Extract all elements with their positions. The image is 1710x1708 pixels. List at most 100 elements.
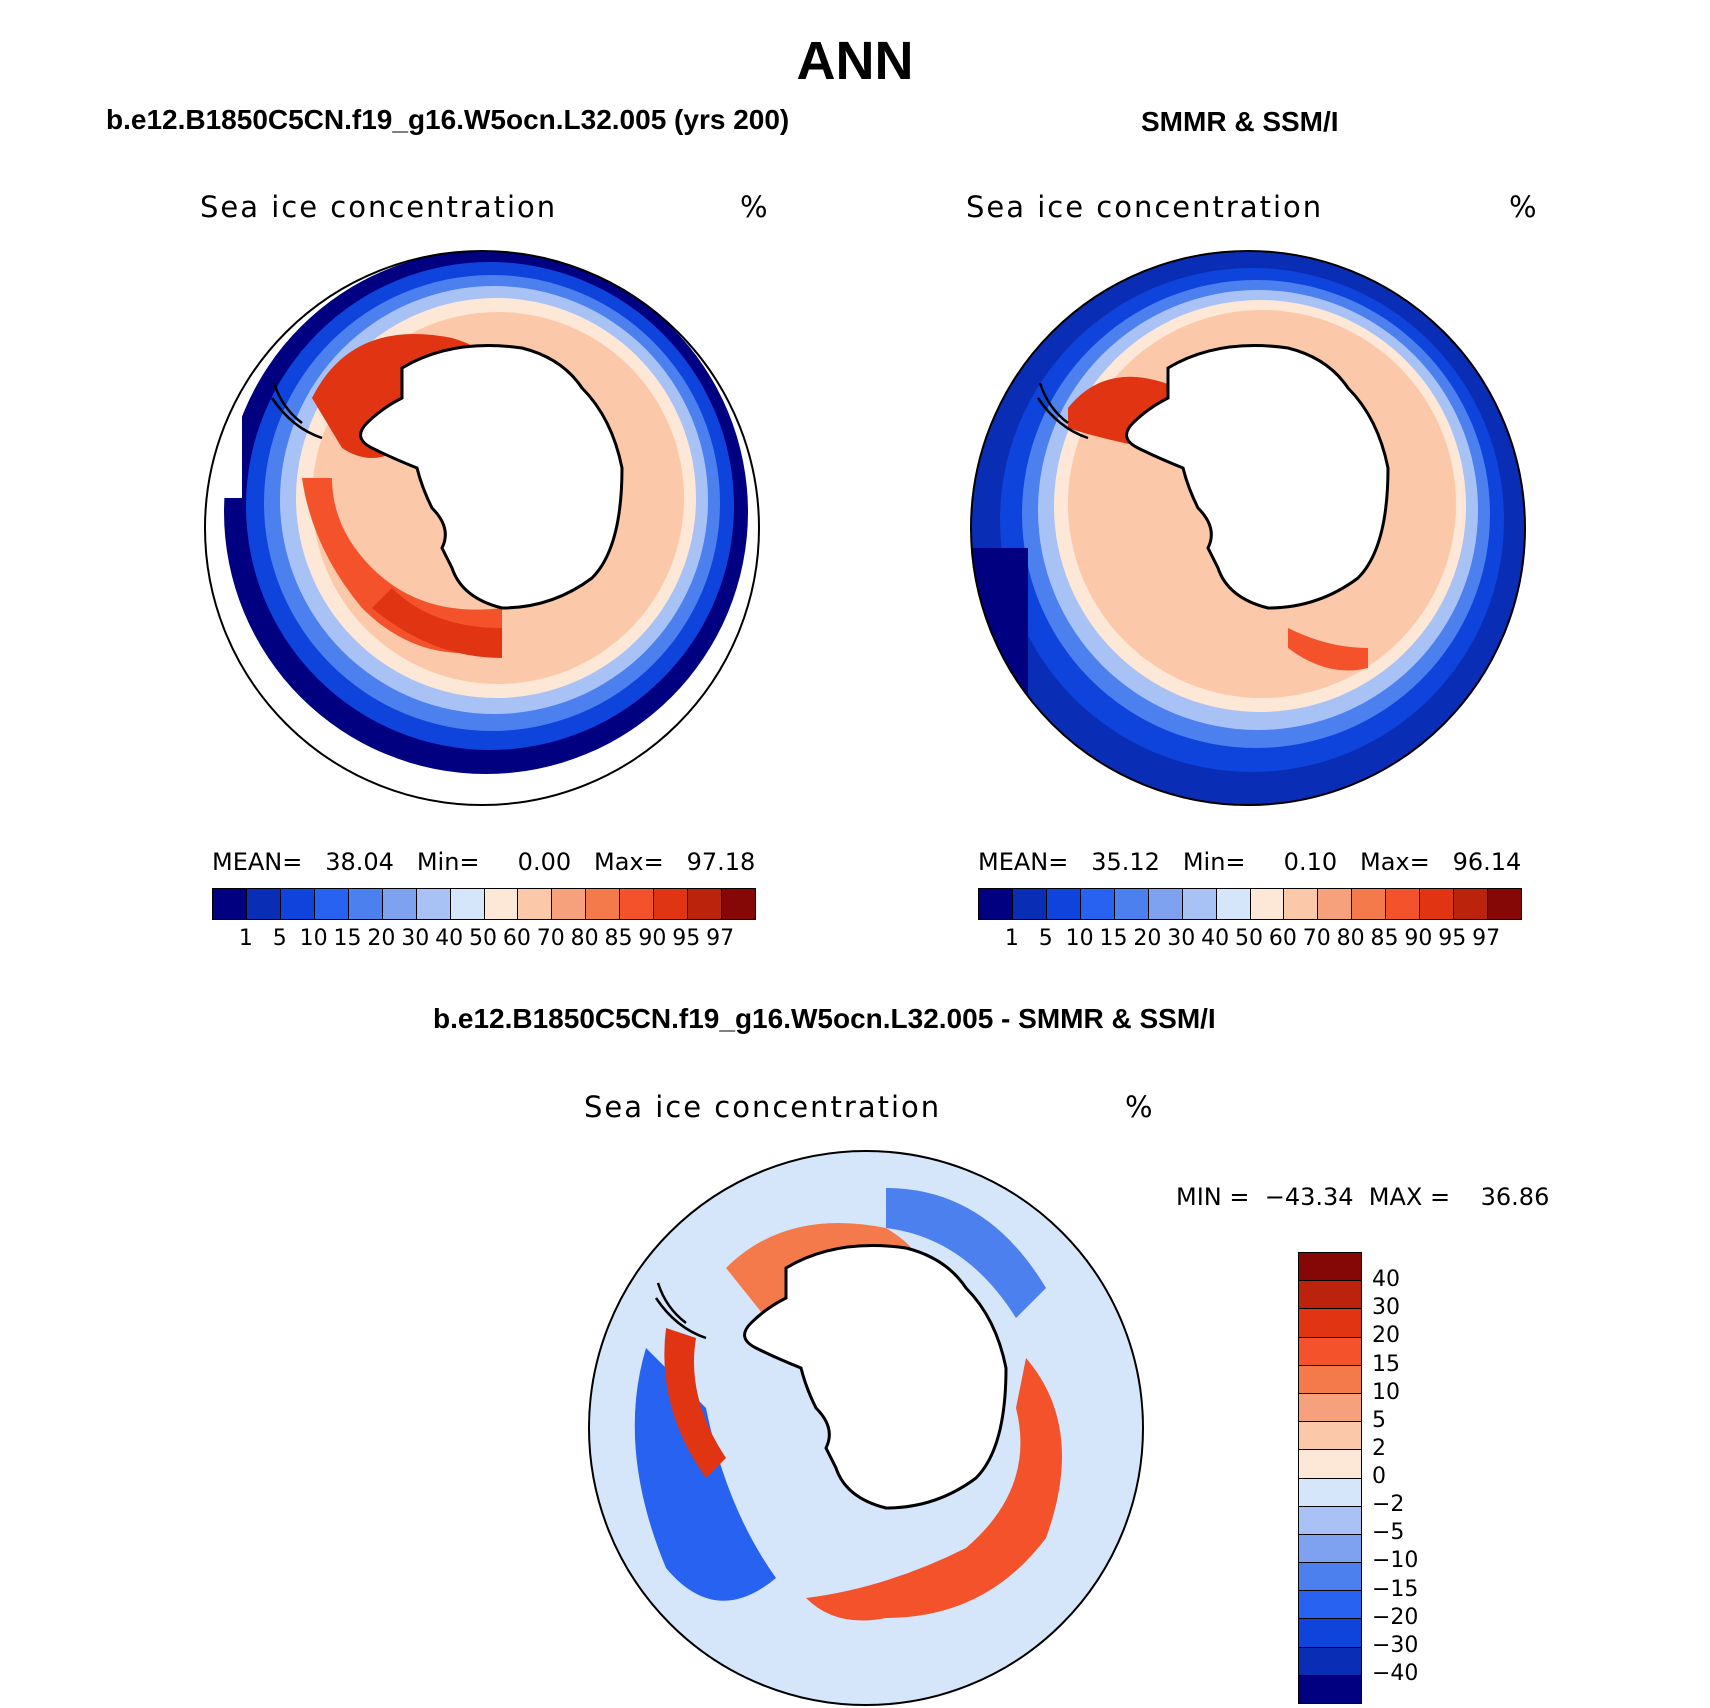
- difference-colorbar-tick-label: −5: [1372, 1520, 1405, 1546]
- model-colorbar: [212, 888, 756, 920]
- model-stats: MEAN= 38.04 Min= 0.00 Max= 97.18: [212, 848, 756, 876]
- obs-colorbar-tick-label: 10: [1065, 926, 1094, 951]
- difference-colorbar-swatch: [1299, 1393, 1361, 1423]
- model-colorbar-tick-label: 70: [536, 926, 565, 951]
- difference-colorbar-tick-label: −10: [1372, 1548, 1419, 1574]
- difference-colorbar-swatch: [1299, 1534, 1361, 1564]
- obs-colorbar-swatch: [1148, 889, 1183, 919]
- difference-colorbar-swatch: [1299, 1619, 1361, 1648]
- difference-colorbar-swatch: [1299, 1647, 1361, 1676]
- obs-colorbar-tick-label: 70: [1302, 926, 1331, 951]
- model-colorbar-swatch: [314, 889, 349, 919]
- difference-colorbar: [1298, 1252, 1362, 1704]
- model-colorbar-tick-label: 30: [401, 926, 430, 951]
- difference-colorbar-swatch: [1299, 1365, 1361, 1394]
- obs-colorbar: [978, 888, 1522, 920]
- obs-colorbar-tick-label: 80: [1336, 926, 1365, 951]
- difference-colorbar-swatch: [1299, 1591, 1361, 1620]
- model-colorbar-tick-label: 85: [604, 926, 633, 951]
- model-colorbar-swatch: [552, 889, 587, 919]
- model-colorbar-tick-label: 97: [706, 926, 735, 951]
- obs-colorbar-tick-label: 15: [1099, 926, 1128, 951]
- model-polar-map: [204, 250, 760, 806]
- obs-colorbar-swatch: [979, 889, 1013, 919]
- difference-panel-title: b.e12.B1850C5CN.f19_g16.W5ocn.L32.005 - …: [433, 1003, 1216, 1034]
- difference-colorbar-tick-label: −30: [1372, 1632, 1419, 1658]
- model-colorbar-swatch: [450, 889, 485, 919]
- obs-colorbar-tick-label: 97: [1472, 926, 1501, 951]
- obs-colorbar-swatch: [1046, 889, 1081, 919]
- obs-colorbar-tick-label: 20: [1133, 926, 1162, 951]
- obs-colorbar-swatch: [1216, 889, 1251, 919]
- obs-colorbar-ticks: 1 5 10 15 20 30 40 50 60 70 80 85 90 95 97: [978, 926, 1520, 956]
- model-colorbar-swatch: [722, 889, 755, 919]
- difference-colorbar-tick-label: 2: [1372, 1435, 1386, 1461]
- difference-colorbar-swatch: [1299, 1478, 1361, 1507]
- obs-colorbar-tick-label: 1: [1004, 926, 1019, 951]
- difference-colorbar-swatch: [1299, 1281, 1361, 1310]
- obs-colorbar-swatch: [1012, 889, 1047, 919]
- difference-colorbar-swatch: [1299, 1506, 1361, 1535]
- model-colorbar-swatch: [246, 889, 281, 919]
- obs-colorbar-swatch: [1488, 889, 1521, 919]
- difference-polar-map: [588, 1150, 1144, 1706]
- obs-colorbar-swatch: [1386, 889, 1421, 919]
- obs-colorbar-tick-label: 30: [1167, 926, 1196, 951]
- model-colorbar-swatch: [382, 889, 417, 919]
- obs-colorbar-swatch: [1284, 889, 1319, 919]
- difference-colorbar-tick-label: 15: [1372, 1351, 1400, 1377]
- model-colorbar-tick-label: 80: [570, 926, 599, 951]
- obs-polar-map: [970, 250, 1526, 806]
- difference-colorbar-swatch: [1299, 1422, 1361, 1451]
- obs-variable-label: Sea ice concentration: [966, 190, 1324, 224]
- obs-colorbar-swatch: [1080, 889, 1115, 919]
- obs-colorbar-swatch: [1250, 889, 1285, 919]
- obs-colorbar-swatch: [1114, 889, 1149, 919]
- obs-colorbar-tick-label: 95: [1438, 926, 1467, 951]
- model-colorbar-swatch: [213, 889, 247, 919]
- diff-units-label: %: [1125, 1090, 1155, 1124]
- model-colorbar-swatch: [654, 889, 689, 919]
- model-units-label: %: [740, 190, 770, 224]
- model-colorbar-ticks: 1 5 10 15 20 30 40 50 60 70 80 85 90 95 97: [212, 926, 754, 956]
- model-variable-label: Sea ice concentration: [200, 190, 558, 224]
- model-colorbar-swatch: [518, 889, 553, 919]
- model-colorbar-swatch: [688, 889, 723, 919]
- model-colorbar-tick-label: 1: [238, 926, 253, 951]
- difference-colorbar-swatch: [1299, 1450, 1361, 1479]
- obs-stats: MEAN= 35.12 Min= 0.10 Max= 96.14: [978, 848, 1522, 876]
- difference-colorbar-swatch: [1299, 1675, 1361, 1703]
- model-colorbar-tick-label: 95: [672, 926, 701, 951]
- model-colorbar-swatch: [280, 889, 315, 919]
- difference-colorbar-swatch: [1299, 1337, 1361, 1366]
- model-colorbar-tick-label: 20: [367, 926, 396, 951]
- model-colorbar-tick-label: 10: [299, 926, 328, 951]
- obs-colorbar-tick-label: 60: [1268, 926, 1297, 951]
- model-colorbar-swatch: [620, 889, 655, 919]
- difference-colorbar-tick-label: 30: [1372, 1295, 1400, 1321]
- model-colorbar-tick-label: 5: [272, 926, 287, 951]
- model-colorbar-swatch: [586, 889, 621, 919]
- difference-colorbar-tick-label: −15: [1372, 1576, 1419, 1602]
- obs-colorbar-tick-label: 50: [1235, 926, 1263, 951]
- difference-colorbar-tick-label: 0: [1372, 1464, 1386, 1489]
- obs-colorbar-swatch: [1420, 889, 1455, 919]
- model-colorbar-swatch: [348, 889, 383, 919]
- obs-colorbar-tick-label: 40: [1201, 926, 1230, 951]
- difference-colorbar-ticks: 40 30 20 15 10 5 2 0 −2 −5 −10 −15 −20 −30 −40: [1372, 1252, 1452, 1702]
- difference-colorbar-tick-label: −2: [1372, 1492, 1405, 1518]
- obs-colorbar-swatch: [1318, 889, 1353, 919]
- obs-colorbar-swatch: [1352, 889, 1387, 919]
- difference-colorbar-tick-label: 10: [1372, 1379, 1400, 1405]
- diff-variable-label: Sea ice concentration: [584, 1090, 942, 1124]
- difference-colorbar-swatch: [1299, 1563, 1361, 1592]
- model-colorbar-swatch: [484, 889, 519, 919]
- model-colorbar-tick-label: 90: [638, 926, 667, 951]
- model-colorbar-tick-label: 50: [469, 926, 497, 951]
- model-colorbar-swatch: [416, 889, 451, 919]
- difference-colorbar-tick-label: −20: [1372, 1604, 1419, 1630]
- model-colorbar-tick-label: 40: [435, 926, 464, 951]
- difference-stats: MIN = −43.34 MAX = 36.86: [1176, 1183, 1550, 1211]
- difference-colorbar-swatch: [1299, 1253, 1361, 1282]
- difference-colorbar-tick-label: 5: [1372, 1407, 1386, 1433]
